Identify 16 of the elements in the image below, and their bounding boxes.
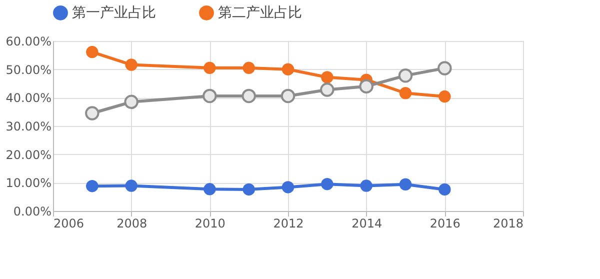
y-tick-label: 50.00%: [6, 62, 52, 77]
y-tick-label: 20.00%: [6, 148, 52, 162]
y-tick-label: 40.00%: [6, 91, 52, 106]
y-tick-label: 10.00%: [6, 176, 52, 190]
x-tick-label: 2006: [54, 216, 84, 230]
x-tick-label: 2016: [430, 216, 460, 230]
x-tick-label: 2014: [352, 216, 382, 230]
y-tick-label: 60.00%: [6, 34, 52, 48]
x-tick-label: 2012: [273, 216, 304, 230]
x-tick-label: 2018: [492, 216, 524, 230]
legend-label: 第一产业占比: [72, 4, 156, 21]
x-tick-label: 2010: [194, 216, 226, 230]
y-tick-label: 30.00%: [6, 120, 52, 134]
y-tick-label: 0.00%: [13, 204, 52, 218]
legend-label: 第二产业占比: [218, 4, 302, 21]
x-tick-label: 2008: [116, 216, 148, 230]
